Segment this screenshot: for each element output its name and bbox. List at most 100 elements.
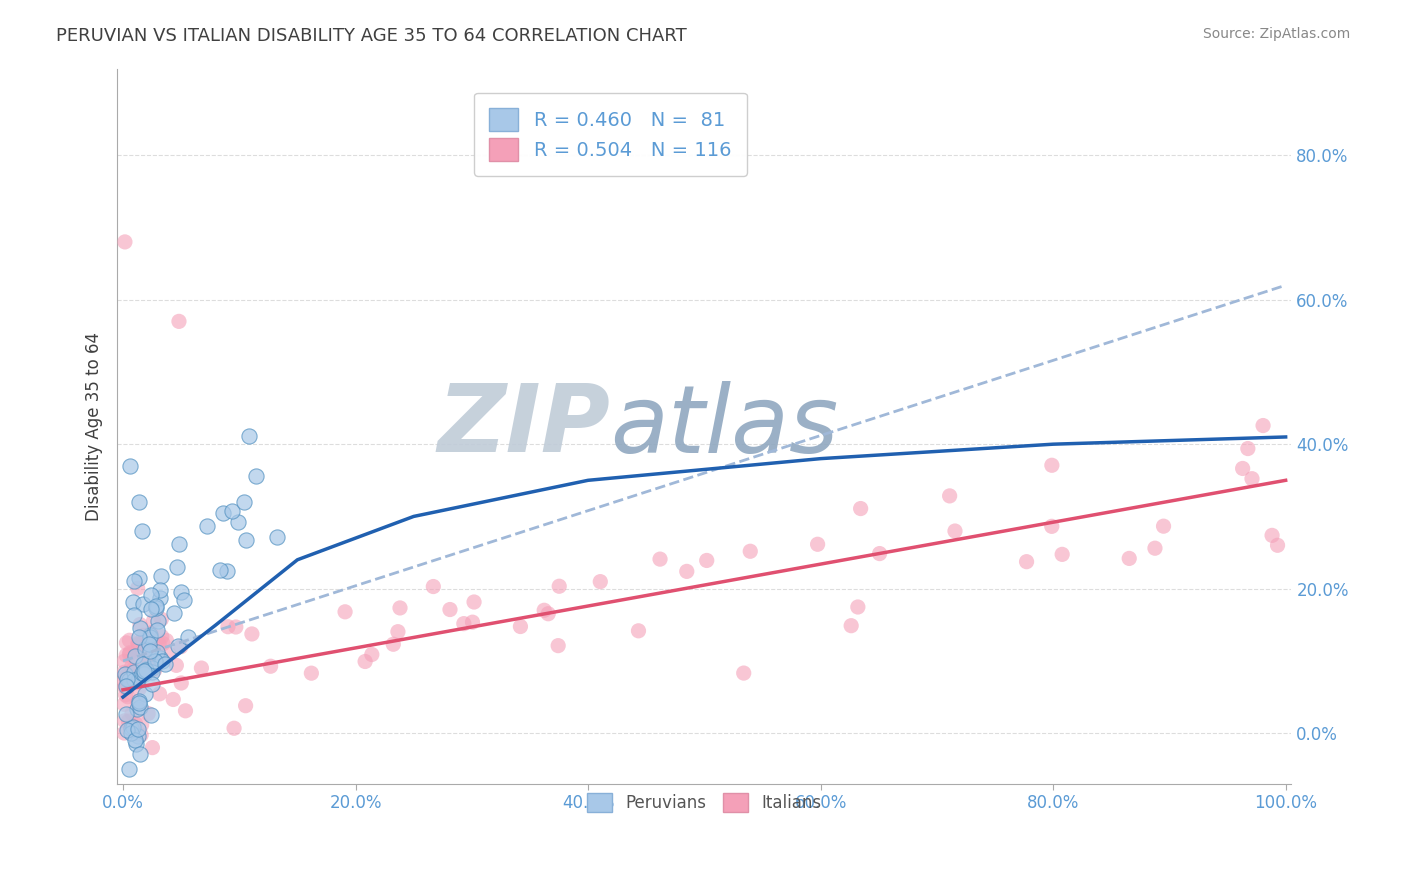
- Point: [118, 633, 141, 648]
- Point: [127, 701, 149, 715]
- Point: [150, 654, 173, 668]
- Point: [333, 605, 356, 619]
- Point: [117, 714, 139, 728]
- Point: [138, 639, 160, 653]
- Point: [118, 648, 141, 662]
- Point: [132, 657, 155, 671]
- Point: [127, 695, 149, 709]
- Point: [122, 673, 145, 687]
- Point: [1237, 442, 1260, 456]
- Point: [166, 560, 188, 574]
- Point: [869, 547, 891, 561]
- Point: [170, 640, 193, 654]
- Point: [129, 728, 152, 742]
- Point: [299, 666, 322, 681]
- Point: [112, 726, 135, 740]
- Point: [849, 501, 872, 516]
- Point: [115, 636, 138, 650]
- Text: ZIP: ZIP: [437, 380, 610, 472]
- Point: [132, 628, 155, 642]
- Point: [124, 648, 146, 663]
- Point: [163, 607, 186, 621]
- Point: [152, 637, 174, 651]
- Point: [453, 616, 475, 631]
- Point: [125, 675, 148, 690]
- Point: [149, 568, 172, 582]
- Point: [124, 716, 146, 731]
- Point: [129, 617, 152, 632]
- Point: [142, 614, 165, 628]
- Point: [115, 648, 138, 663]
- Point: [146, 614, 169, 628]
- Point: [122, 661, 145, 675]
- Point: [115, 669, 138, 683]
- Point: [128, 694, 150, 708]
- Text: PERUVIAN VS ITALIAN DISABILITY AGE 35 TO 64 CORRELATION CHART: PERUVIAN VS ITALIAN DISABILITY AGE 35 TO…: [56, 27, 688, 45]
- Point: [1267, 538, 1289, 552]
- Point: [1050, 547, 1073, 561]
- Point: [177, 630, 200, 644]
- Point: [157, 647, 180, 661]
- Point: [131, 648, 153, 662]
- Point: [209, 563, 232, 577]
- Point: [740, 544, 762, 558]
- Point: [422, 580, 444, 594]
- Point: [128, 700, 150, 714]
- Point: [127, 581, 149, 595]
- Point: [537, 607, 560, 621]
- Point: [211, 506, 233, 520]
- Point: [138, 644, 160, 658]
- Point: [112, 665, 135, 680]
- Point: [131, 718, 153, 732]
- Point: [461, 615, 484, 630]
- Point: [217, 620, 239, 634]
- Point: [121, 595, 143, 609]
- Point: [943, 524, 966, 538]
- Point: [141, 677, 163, 691]
- Point: [139, 602, 162, 616]
- Point: [240, 627, 263, 641]
- Point: [190, 661, 212, 675]
- Point: [1251, 418, 1274, 433]
- Point: [547, 639, 569, 653]
- Point: [807, 537, 830, 551]
- Point: [120, 458, 142, 473]
- Point: [128, 681, 150, 696]
- Point: [1118, 551, 1140, 566]
- Point: [382, 637, 405, 651]
- Point: [174, 704, 197, 718]
- Point: [259, 659, 281, 673]
- Point: [221, 504, 243, 518]
- Point: [141, 740, 163, 755]
- Point: [115, 723, 138, 737]
- Point: [132, 635, 155, 649]
- Point: [114, 714, 136, 728]
- Legend: Peruvians, Italians: Peruvians, Italians: [574, 780, 835, 825]
- Point: [132, 664, 155, 678]
- Point: [121, 706, 143, 721]
- Point: [938, 489, 960, 503]
- Point: [141, 588, 163, 602]
- Point: [128, 495, 150, 509]
- Point: [112, 674, 135, 689]
- Point: [145, 645, 167, 659]
- Point: [245, 469, 267, 483]
- Point: [162, 692, 184, 706]
- Point: [118, 673, 141, 687]
- Point: [134, 667, 156, 681]
- Point: [120, 726, 142, 740]
- Point: [141, 642, 163, 657]
- Point: [138, 636, 160, 650]
- Point: [117, 679, 139, 693]
- Point: [439, 602, 461, 616]
- Point: [463, 595, 485, 609]
- Point: [149, 582, 172, 597]
- Point: [143, 663, 166, 677]
- Point: [173, 593, 195, 607]
- Point: [238, 428, 260, 442]
- Point: [128, 572, 150, 586]
- Point: [149, 651, 172, 665]
- Point: [143, 654, 166, 668]
- Point: [233, 494, 256, 508]
- Point: [127, 729, 149, 743]
